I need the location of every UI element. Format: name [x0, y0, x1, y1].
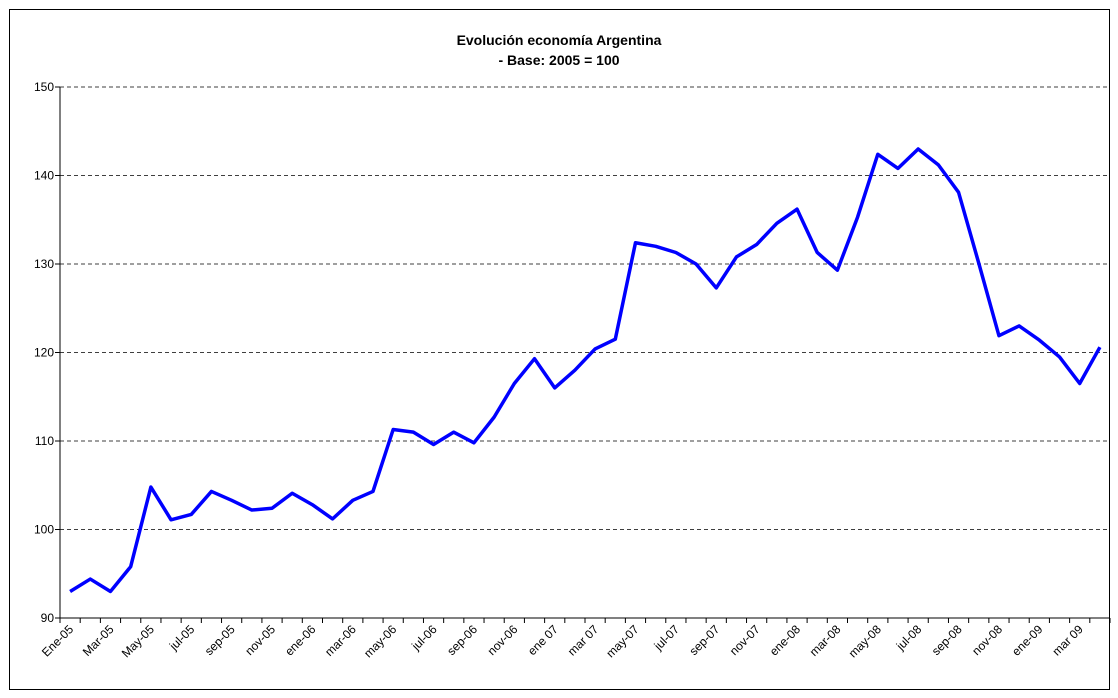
y-tick-label: 150 — [34, 80, 54, 94]
y-tick-label: 140 — [34, 169, 54, 183]
chart-frame — [9, 9, 1110, 690]
y-tick-label: 110 — [35, 434, 54, 448]
y-tick-label: 100 — [34, 523, 54, 537]
y-tick-label: 90 — [41, 611, 55, 625]
chart-subtitle: - Base: 2005 = 100 — [498, 52, 619, 68]
chart-title: Evolución economía Argentina — [457, 32, 662, 48]
data-line — [69, 147, 1102, 594]
y-tick-label: 120 — [34, 346, 54, 360]
y-tick-label: 130 — [34, 257, 54, 271]
